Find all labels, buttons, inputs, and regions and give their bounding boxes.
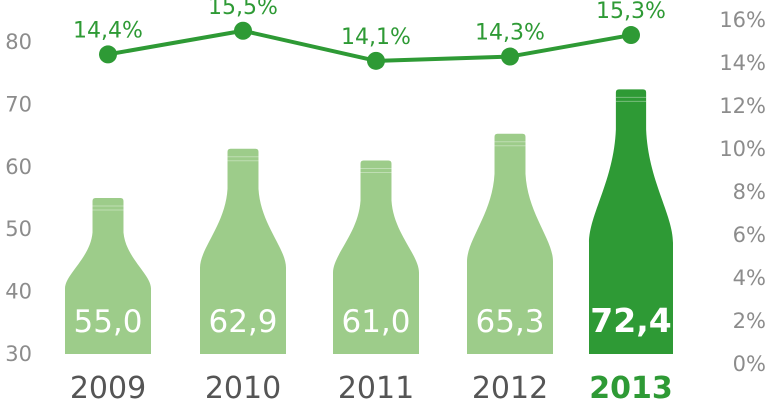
left-tick-label: 80 <box>5 30 32 54</box>
percentage-point <box>367 51 385 70</box>
bar-value-label: 62,9 <box>208 304 277 340</box>
bar-value-label: 65,3 <box>475 304 544 340</box>
right-tick-label: 16% <box>719 8 766 32</box>
bars: 55,0 62,9 61,0 65,3 72,4 <box>65 89 673 354</box>
right-tick-label: 4% <box>733 266 766 290</box>
right-tick-label: 6% <box>733 223 766 247</box>
percentage-label: 14,3% <box>475 21 545 46</box>
percentage-point <box>622 26 640 45</box>
x-tick-label: 2012 <box>472 371 548 406</box>
x-tick-label: 2009 <box>70 371 146 406</box>
left-tick-label: 30 <box>5 342 32 366</box>
bar-2013 <box>589 89 673 354</box>
right-axis: 0% 2% 4% 6% 8% 10% 12% 14% 16% <box>719 8 766 376</box>
x-axis-labels: 2009 2010 2011 2012 2013 <box>70 371 673 406</box>
percentage-line: 14,4% 15,5% 14,1% 14,3% 15,3% <box>73 0 666 70</box>
left-tick-label: 60 <box>5 155 32 179</box>
bar-value-label: 55,0 <box>73 304 142 340</box>
percentage-label: 14,1% <box>341 25 411 50</box>
bar-value-label: 61,0 <box>341 304 410 340</box>
left-axis: 30 40 50 60 70 80 <box>5 30 32 366</box>
percentage-point <box>99 45 117 64</box>
bar-2009 <box>65 198 151 354</box>
right-tick-label: 14% <box>719 51 766 75</box>
percentage-label: 14,4% <box>73 18 143 43</box>
bar-value-label: 72,4 <box>590 301 671 340</box>
percentage-point <box>234 21 252 40</box>
x-tick-label: 2011 <box>338 371 414 406</box>
left-tick-label: 70 <box>5 92 32 116</box>
left-tick-label: 50 <box>5 217 32 241</box>
x-tick-label: 2013 <box>589 371 673 406</box>
left-tick-label: 40 <box>5 280 32 304</box>
right-tick-label: 12% <box>719 94 766 118</box>
bar-2011 <box>333 160 419 354</box>
x-tick-label: 2010 <box>205 371 281 406</box>
percentage-label: 15,3% <box>596 0 666 24</box>
bar-2010 <box>200 148 286 354</box>
percentage-label: 15,5% <box>208 0 278 20</box>
right-tick-label: 10% <box>719 137 766 161</box>
percentage-point <box>501 47 519 66</box>
bar-2012 <box>467 133 553 354</box>
right-tick-label: 8% <box>733 180 766 204</box>
right-tick-label: 0% <box>733 352 766 376</box>
right-tick-label: 2% <box>733 309 766 333</box>
